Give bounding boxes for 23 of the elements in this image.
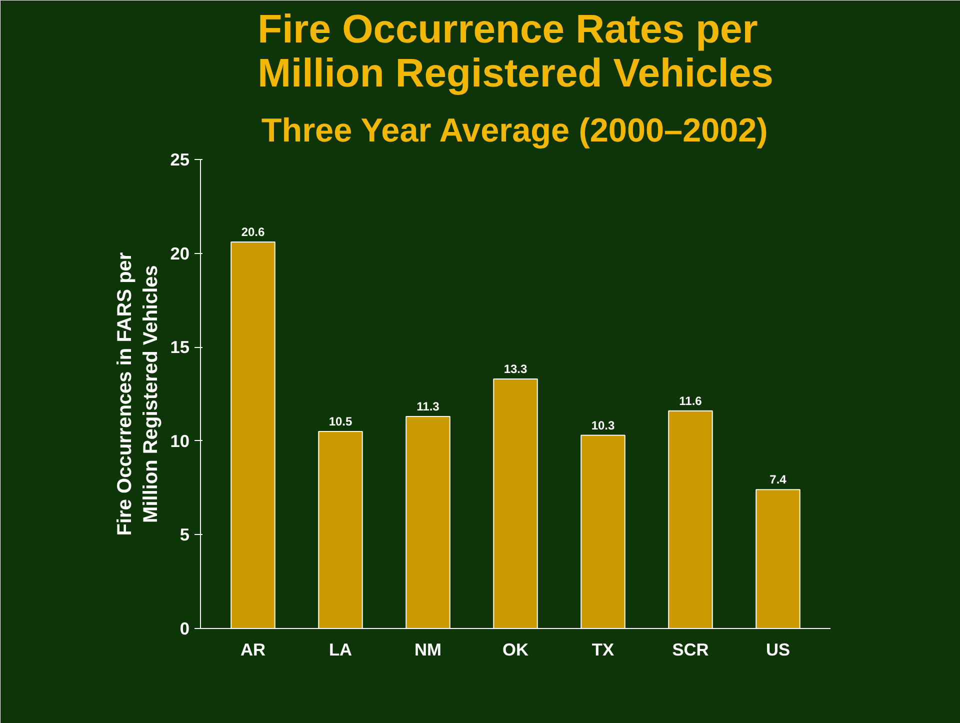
x-tick-label: TX — [592, 640, 615, 660]
chart-title: Fire Occurrence Rates per Million Registered Vehicles — [258, 8, 774, 96]
y-tick-label: 0 — [180, 618, 190, 638]
x-tick-label: OK — [502, 640, 529, 660]
x-tick-label: SCR — [672, 640, 710, 660]
x-tick-label: US — [766, 640, 790, 660]
data-label: 7.4 — [770, 472, 787, 487]
data-label: 20.6 — [241, 225, 266, 240]
data-label: 10.5 — [328, 414, 353, 429]
data-label: 11.3 — [416, 400, 440, 414]
x-tick-label: NM — [414, 640, 442, 660]
y-tick-label: 15 — [170, 337, 190, 358]
y-tick-label: 20 — [170, 243, 190, 264]
x-tick-label: AR — [240, 640, 266, 660]
data-label: 13.3 — [504, 362, 528, 376]
chart-subtitle: Three Year Average (2000–2002) — [261, 112, 768, 150]
y-tick-label: 5 — [180, 524, 190, 545]
y-axis-title: Fire Occurrences in FARS per Million Registered Vehicles — [114, 252, 162, 536]
data-label: 11.6 — [679, 394, 702, 408]
data-label: 10.3 — [591, 418, 616, 432]
x-tick-label: LA — [328, 640, 353, 660]
y-tick-label: 10 — [170, 430, 190, 451]
y-tick-label: 25 — [170, 150, 190, 170]
